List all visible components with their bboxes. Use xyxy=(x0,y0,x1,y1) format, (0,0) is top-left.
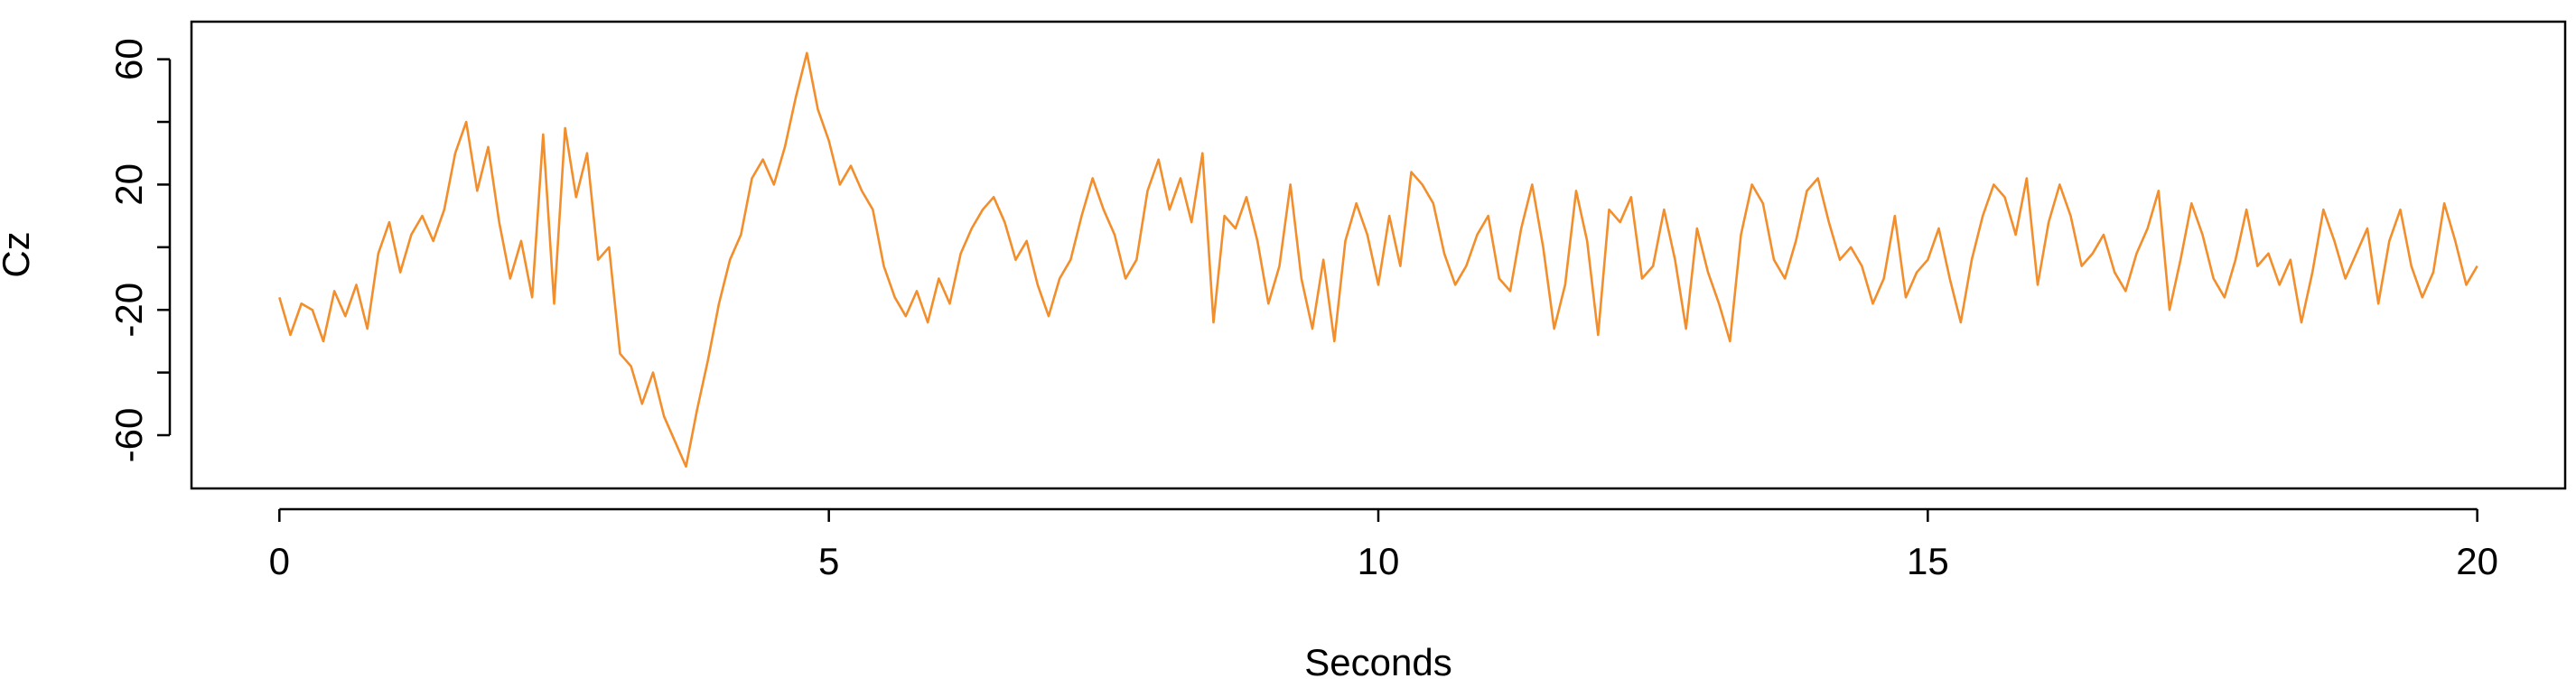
x-tick-label: 15 xyxy=(1907,540,1949,582)
cz-signal-line xyxy=(278,51,2478,469)
y-axis: -60 -20 20 60 xyxy=(107,38,172,463)
x-tick-label: 5 xyxy=(818,540,839,582)
x-tick-label: 20 xyxy=(2456,540,2498,582)
y-tick-label: -60 xyxy=(107,408,150,463)
y-tick-label: 20 xyxy=(107,163,150,206)
plot-frame xyxy=(190,20,2567,490)
y-tick-label: -20 xyxy=(107,283,150,338)
y-axis-label: Cz xyxy=(0,231,37,277)
x-tick-label: 0 xyxy=(269,540,290,582)
x-tick-label: 10 xyxy=(1358,540,1400,582)
x-axis-label: Seconds xyxy=(1304,641,1451,683)
y-tick-label: 60 xyxy=(107,38,150,80)
x-axis: 0 5 10 15 20 xyxy=(269,507,2498,582)
